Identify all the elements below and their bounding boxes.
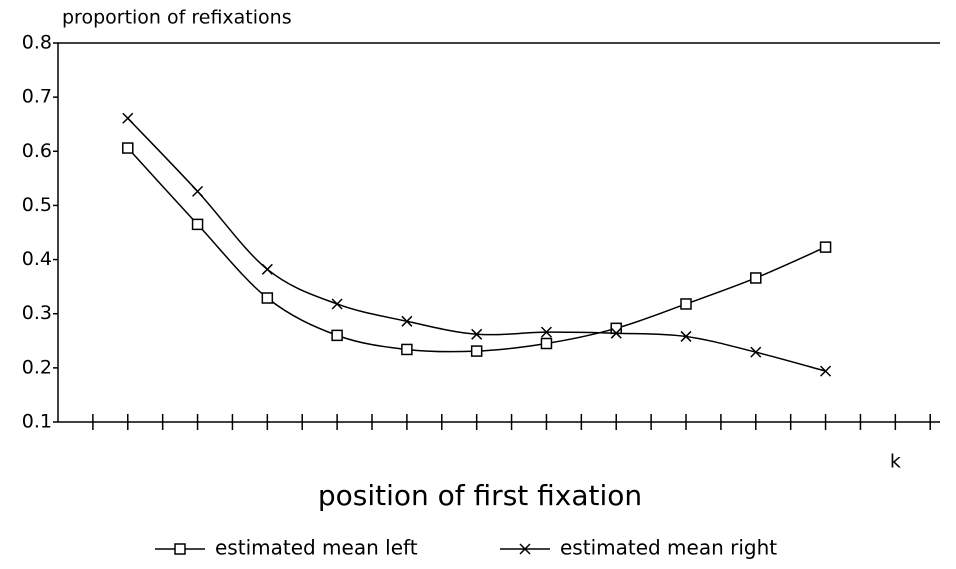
marker-x bbox=[610, 327, 622, 339]
marker-square bbox=[470, 345, 483, 357]
y-tick-label: 0.8 bbox=[22, 32, 52, 54]
marker-square bbox=[819, 241, 832, 253]
marker-square bbox=[540, 337, 553, 350]
marker-x bbox=[820, 365, 832, 377]
marker-square bbox=[122, 142, 134, 154]
y-tick-label: 0.2 bbox=[22, 356, 52, 378]
marker-x bbox=[192, 185, 204, 197]
marker-square bbox=[680, 298, 692, 310]
marker-square bbox=[191, 218, 204, 231]
marker-square bbox=[331, 329, 343, 342]
y-tick-label: 0.1 bbox=[22, 411, 52, 433]
marker-x bbox=[750, 346, 762, 358]
series-line bbox=[127, 147, 826, 353]
annotation: k bbox=[890, 451, 901, 473]
series-line bbox=[127, 117, 826, 372]
marker-x bbox=[680, 330, 692, 342]
legend-label: estimated mean right bbox=[560, 536, 777, 560]
marker-x bbox=[331, 298, 343, 310]
marker-square bbox=[174, 543, 186, 555]
marker-square bbox=[610, 322, 622, 335]
marker-square bbox=[750, 272, 762, 284]
y-tick-label: 0.4 bbox=[22, 248, 52, 270]
y-tick-label: 0.6 bbox=[22, 140, 52, 162]
marker-x bbox=[401, 315, 413, 327]
marker-x bbox=[471, 328, 483, 340]
y-tick-label: 0.7 bbox=[22, 86, 52, 108]
marker-square bbox=[401, 343, 413, 356]
y-tick-label: 0.5 bbox=[22, 194, 52, 216]
marker-square bbox=[261, 292, 274, 304]
marker-x bbox=[540, 326, 552, 338]
marker-x bbox=[519, 543, 531, 555]
y-tick-label: 0.3 bbox=[22, 302, 52, 324]
legend-label: estimated mean left bbox=[215, 536, 418, 560]
chart-title: proportion of refixations bbox=[62, 7, 292, 29]
x-axis-label: position of first fixation bbox=[318, 479, 642, 512]
marker-x bbox=[122, 112, 134, 124]
marker-x bbox=[261, 263, 273, 275]
